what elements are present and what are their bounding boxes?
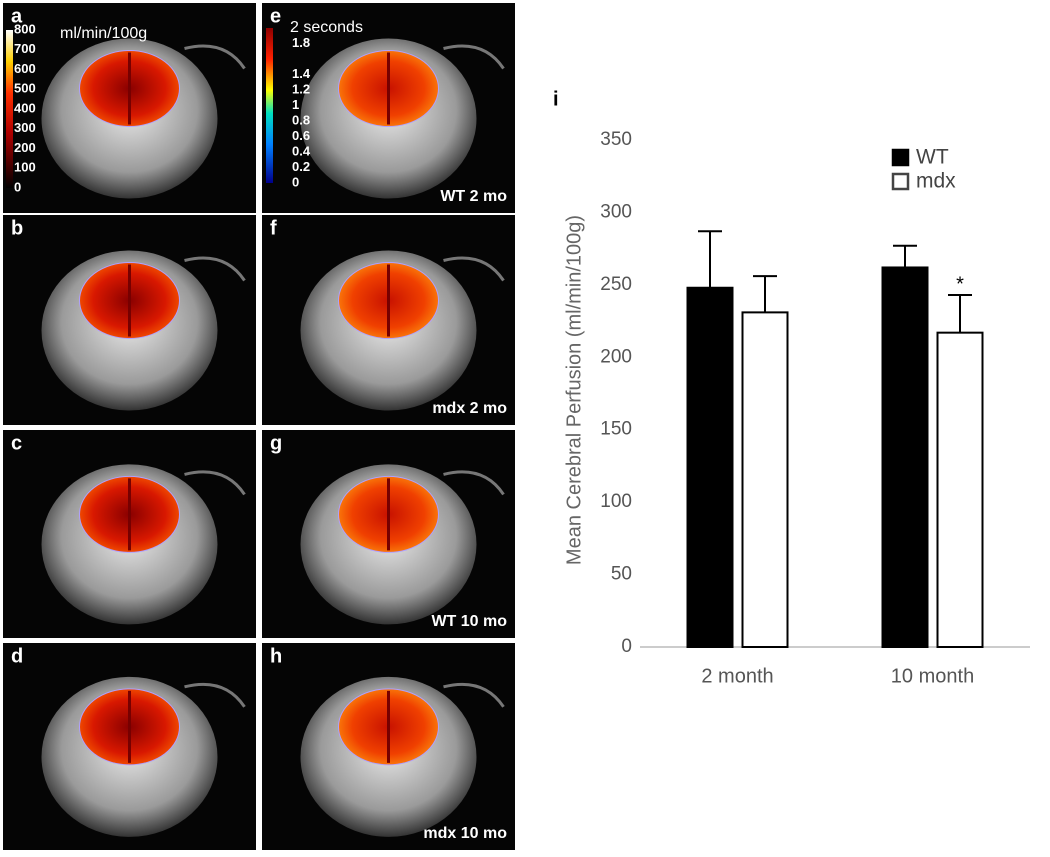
x-tick-label: 10 month bbox=[891, 665, 974, 687]
legend-swatch bbox=[891, 148, 910, 167]
colorbar-title: ml/min/100g bbox=[60, 25, 147, 42]
panel-caption: mdx 2 mo bbox=[432, 400, 507, 417]
bar bbox=[936, 331, 984, 648]
panel-letter: b bbox=[11, 217, 23, 239]
colorbar-tick-label: 0.6 bbox=[292, 128, 310, 143]
error-bar bbox=[698, 230, 722, 288]
legend-label: WT bbox=[916, 146, 949, 169]
ear bbox=[184, 44, 246, 70]
ear bbox=[443, 682, 505, 708]
colorbar-tick-label: 0 bbox=[14, 179, 21, 194]
panel-letter: h bbox=[270, 645, 282, 667]
colorbar-title: 2 seconds bbox=[290, 19, 363, 36]
y-tick-label: 300 bbox=[600, 201, 632, 222]
y-tick-label: 100 bbox=[600, 491, 632, 512]
panel-letter: a bbox=[11, 5, 23, 27]
panel-caption: mdx 10 mo bbox=[423, 825, 507, 842]
y-tick-label: 150 bbox=[600, 419, 632, 440]
colorbar-tick-label: 1.4 bbox=[292, 66, 311, 81]
colorbar bbox=[6, 30, 13, 188]
bar bbox=[686, 286, 734, 648]
panel-letter: i bbox=[553, 88, 559, 110]
annotation: * bbox=[956, 273, 964, 295]
colorbar-tick-label: 1.2 bbox=[292, 81, 310, 96]
bar bbox=[741, 311, 789, 648]
ear bbox=[443, 470, 505, 496]
y-tick-label: 200 bbox=[600, 346, 632, 367]
colorbar-tick-label: 0 bbox=[292, 174, 299, 189]
bar bbox=[881, 266, 929, 648]
colorbar-tick-label: 200 bbox=[14, 140, 36, 155]
legend-label: mdx bbox=[916, 170, 956, 193]
y-axis-label: Mean Cerebral Perfusion (ml/min/100g) bbox=[563, 215, 585, 565]
colorbar-tick-label: 600 bbox=[14, 61, 36, 76]
colorbar-tick-label: 1 bbox=[292, 97, 299, 112]
colorbar-tick-label: 0.2 bbox=[292, 159, 310, 174]
y-tick-label: 250 bbox=[600, 274, 632, 295]
panel-letter: g bbox=[270, 432, 282, 454]
error-bar bbox=[893, 244, 917, 268]
y-tick-label: 350 bbox=[600, 129, 632, 150]
panel-letter: c bbox=[11, 432, 22, 454]
colorbar-tick-label: 100 bbox=[14, 160, 36, 175]
x-tick-label: 2 month bbox=[701, 665, 773, 687]
ear bbox=[184, 256, 246, 282]
panel-letter: f bbox=[270, 217, 277, 239]
colorbar-tick-label: 0.4 bbox=[292, 143, 311, 158]
colorbar-tick-label: 700 bbox=[14, 41, 36, 56]
error-bar bbox=[753, 275, 777, 313]
panel-letter: e bbox=[270, 5, 281, 27]
ear bbox=[184, 470, 246, 496]
colorbar-tick-label: 300 bbox=[14, 120, 36, 135]
panel-caption: WT 2 mo bbox=[440, 188, 507, 205]
y-tick-label: 50 bbox=[611, 564, 632, 585]
colorbar-tick-label: 800 bbox=[14, 21, 36, 36]
panel-caption: WT 10 mo bbox=[431, 613, 507, 630]
panel-letter: d bbox=[11, 645, 23, 667]
colorbar-tick-label: 1.8 bbox=[292, 35, 310, 50]
colorbar-tick-label: 0.8 bbox=[292, 112, 310, 127]
colorbar bbox=[266, 28, 273, 183]
colorbar-tick-label: 500 bbox=[14, 81, 36, 96]
y-tick-label: 0 bbox=[621, 636, 632, 657]
ear bbox=[184, 682, 246, 708]
error-bar bbox=[948, 293, 972, 333]
ear bbox=[443, 256, 505, 282]
legend-swatch bbox=[891, 172, 910, 191]
colorbar-tick-label: 400 bbox=[14, 100, 36, 115]
ear bbox=[443, 44, 505, 70]
